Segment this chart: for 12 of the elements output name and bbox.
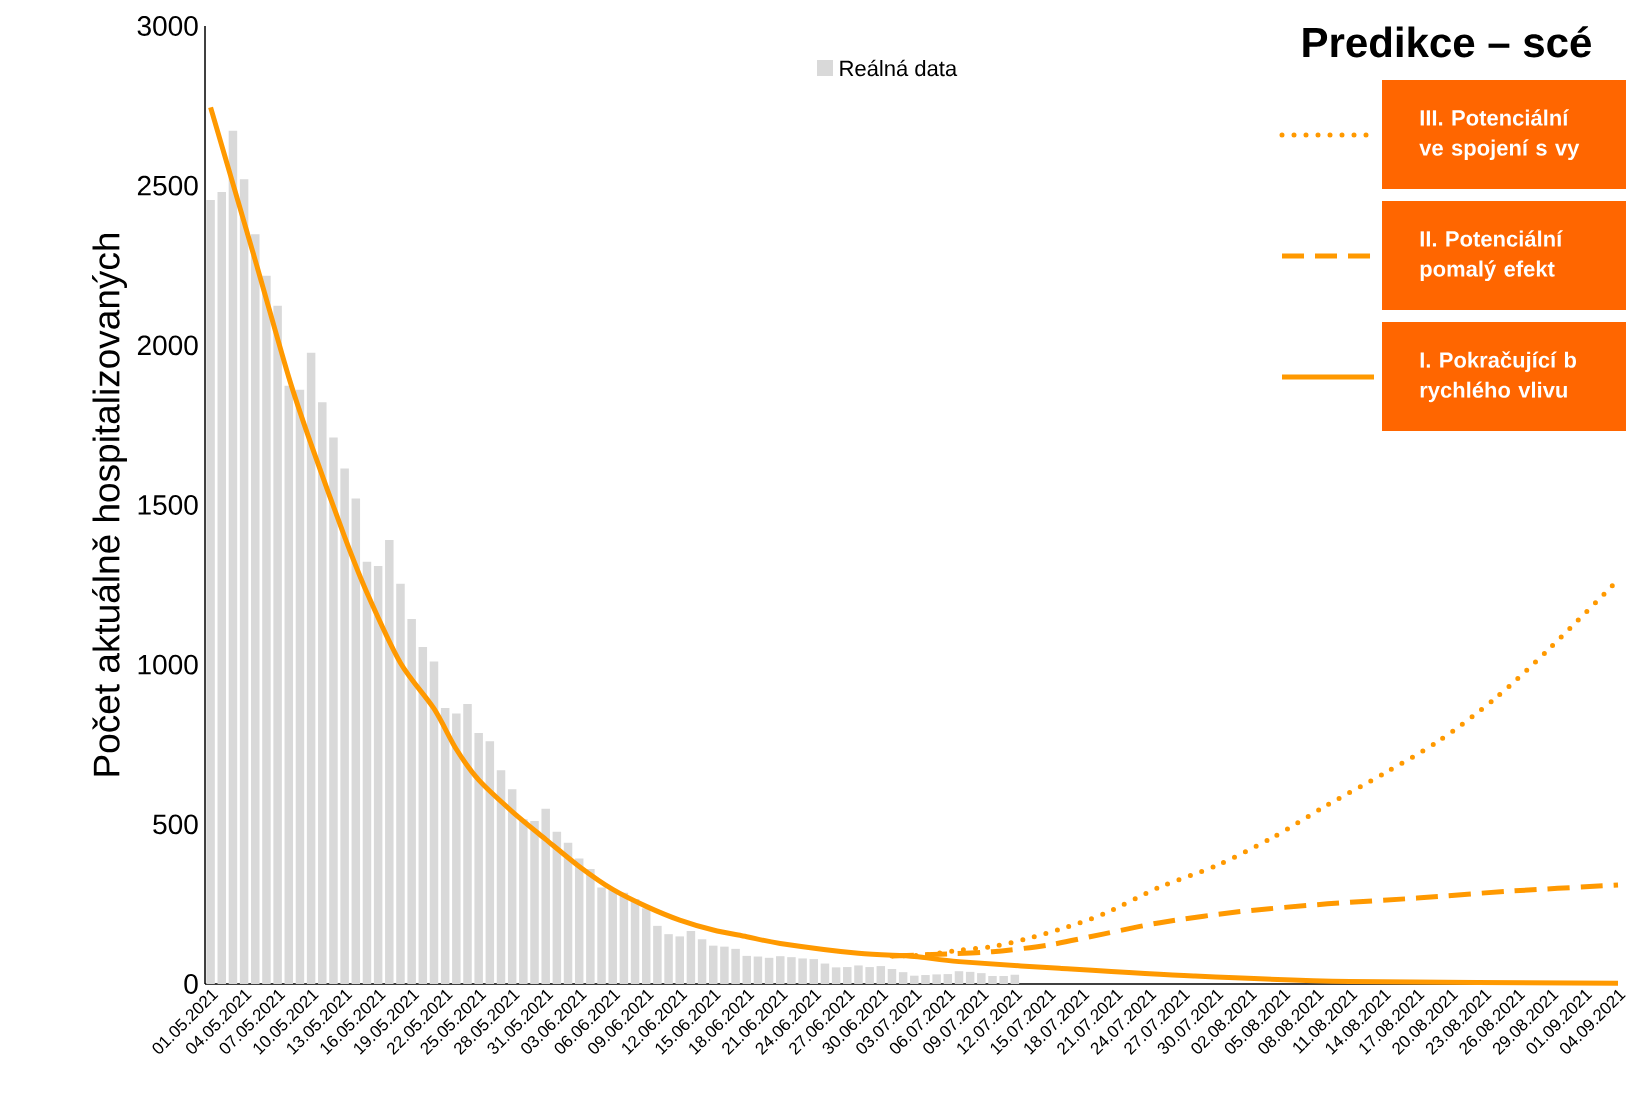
legend-label: III. Potenciální ve spojení s vy bbox=[1419, 109, 1580, 161]
y-tick-label: 1500 bbox=[138, 495, 198, 515]
y-tick-label: 3000 bbox=[137, 16, 198, 36]
y-tick-label: 500 bbox=[153, 814, 198, 835]
legend-label: I. Pokračující b rychlého vlivu bbox=[1420, 351, 1577, 403]
y-tick-label: 2500 bbox=[137, 175, 198, 196]
legend-label: Reálná data bbox=[840, 59, 958, 77]
chart-title: Predikce – scé bbox=[1303, 26, 1591, 58]
y-tick-label: 1000 bbox=[138, 654, 198, 675]
legend-label: II. Potenciální pomalý efekt bbox=[1420, 230, 1563, 282]
y-tick-label: 2000 bbox=[137, 335, 198, 356]
y-axis-title: Počet aktuálně hospitalizovaných bbox=[92, 233, 127, 776]
